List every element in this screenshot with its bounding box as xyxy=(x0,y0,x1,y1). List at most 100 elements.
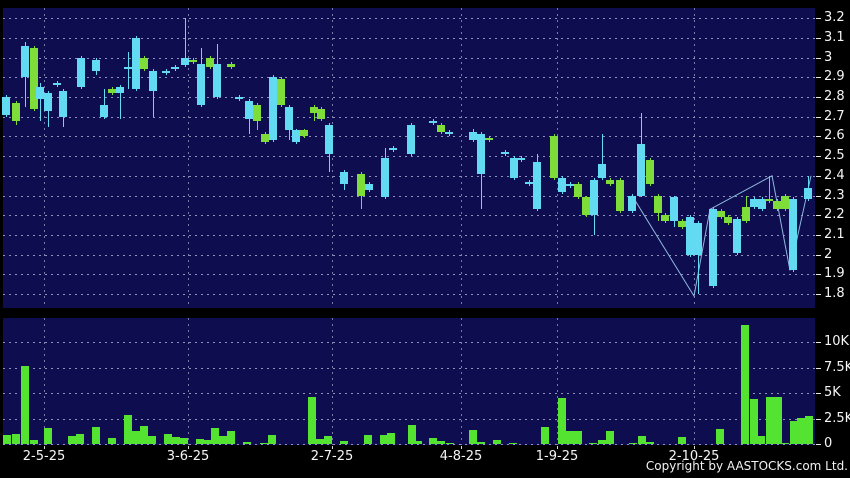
volume-axis-label: 2.5K xyxy=(824,411,850,426)
candle xyxy=(789,199,797,270)
price-axis-label: 2 xyxy=(824,247,833,262)
candle xyxy=(407,125,415,154)
candle xyxy=(227,64,235,67)
volume-bar xyxy=(227,431,235,444)
price-axis-tick xyxy=(816,215,821,216)
candle xyxy=(21,46,29,77)
volume-bar xyxy=(477,442,485,444)
volume-bar xyxy=(741,325,749,444)
price-axis-tick xyxy=(816,58,821,59)
price-axis-tick xyxy=(816,196,821,197)
price-axis-label: 2.7 xyxy=(824,109,845,124)
volume-axis-label: 0 xyxy=(824,436,833,451)
price-axis-tick xyxy=(816,235,821,236)
volume-bar xyxy=(678,437,686,444)
volume-bar xyxy=(790,421,798,444)
candle xyxy=(628,196,636,211)
volume-bar xyxy=(380,435,388,444)
volume-bar xyxy=(766,397,774,444)
candle xyxy=(181,58,189,65)
candle xyxy=(162,71,170,73)
candle-wick xyxy=(698,221,699,294)
candle xyxy=(750,199,758,207)
candle xyxy=(381,158,389,197)
candle xyxy=(654,196,662,213)
candle xyxy=(2,97,10,115)
price-axis-tick xyxy=(816,156,821,157)
month-gridline xyxy=(694,8,695,308)
volume-bar xyxy=(211,428,219,444)
volume-bar xyxy=(437,441,445,444)
candle xyxy=(550,136,558,178)
candle xyxy=(317,109,325,119)
month-gridline xyxy=(332,318,333,445)
volume-bar xyxy=(12,434,20,444)
candle xyxy=(765,199,773,201)
volume-gridline xyxy=(3,368,815,369)
volume-bar xyxy=(558,398,566,444)
volume-axis-label: 7.5K xyxy=(824,360,850,375)
volume-axis-label: 10K xyxy=(824,334,850,349)
price-axis-tick xyxy=(816,97,821,98)
price-gridline xyxy=(3,77,815,78)
price-axis-tick xyxy=(816,18,821,19)
price-gridline xyxy=(3,117,815,118)
price-axis-tick xyxy=(816,136,821,137)
month-gridline xyxy=(44,8,45,308)
candle xyxy=(77,58,85,87)
price-axis-label: 2.8 xyxy=(824,89,845,104)
candle-wick xyxy=(120,85,121,119)
price-gridline xyxy=(3,156,815,157)
candle xyxy=(758,199,766,209)
candle xyxy=(12,103,20,121)
volume-axis-tick xyxy=(816,342,821,343)
month-gridline xyxy=(461,318,462,445)
volume-bar xyxy=(606,431,614,444)
volume-pane xyxy=(3,318,815,445)
volume-bar xyxy=(408,425,416,444)
candle xyxy=(637,144,645,196)
volume-gridline xyxy=(3,419,815,420)
price-axis-label: 2.4 xyxy=(824,168,845,183)
candle xyxy=(429,121,437,123)
price-axis-tick xyxy=(816,117,821,118)
volume-bar xyxy=(750,399,758,444)
volume-bar xyxy=(30,440,38,444)
candle xyxy=(245,101,253,119)
price-gridline xyxy=(3,18,815,19)
candle xyxy=(582,197,590,215)
volume-bar xyxy=(21,366,29,444)
price-axis-label: 2.1 xyxy=(824,227,845,242)
volume-axis-tick xyxy=(816,368,821,369)
x-axis-tick xyxy=(188,446,189,449)
volume-bar xyxy=(172,437,180,444)
volume-bar xyxy=(387,433,395,444)
x-axis-label: 2-5-25 xyxy=(22,449,66,464)
month-gridline xyxy=(557,318,558,445)
candle xyxy=(235,97,243,99)
volume-bar xyxy=(76,434,84,444)
month-gridline xyxy=(332,8,333,308)
price-axis-label: 2.9 xyxy=(824,69,845,84)
candle xyxy=(724,217,732,223)
x-axis-tick xyxy=(332,446,333,449)
price-gridline xyxy=(3,176,815,177)
month-gridline xyxy=(44,318,45,445)
candle xyxy=(485,138,493,140)
volume-bar xyxy=(781,443,789,444)
volume-bar xyxy=(203,440,211,444)
month-gridline xyxy=(461,8,462,308)
candle xyxy=(389,148,397,150)
candle xyxy=(36,87,44,99)
volume-gridline xyxy=(3,393,815,394)
volume-bar xyxy=(3,435,11,444)
volume-bar xyxy=(268,435,276,444)
candle xyxy=(517,158,525,160)
volume-bar xyxy=(364,435,372,444)
price-axis-tick xyxy=(816,77,821,78)
candle xyxy=(686,217,694,255)
candle xyxy=(661,215,669,221)
volume-bar xyxy=(446,443,454,444)
candle xyxy=(44,93,52,111)
